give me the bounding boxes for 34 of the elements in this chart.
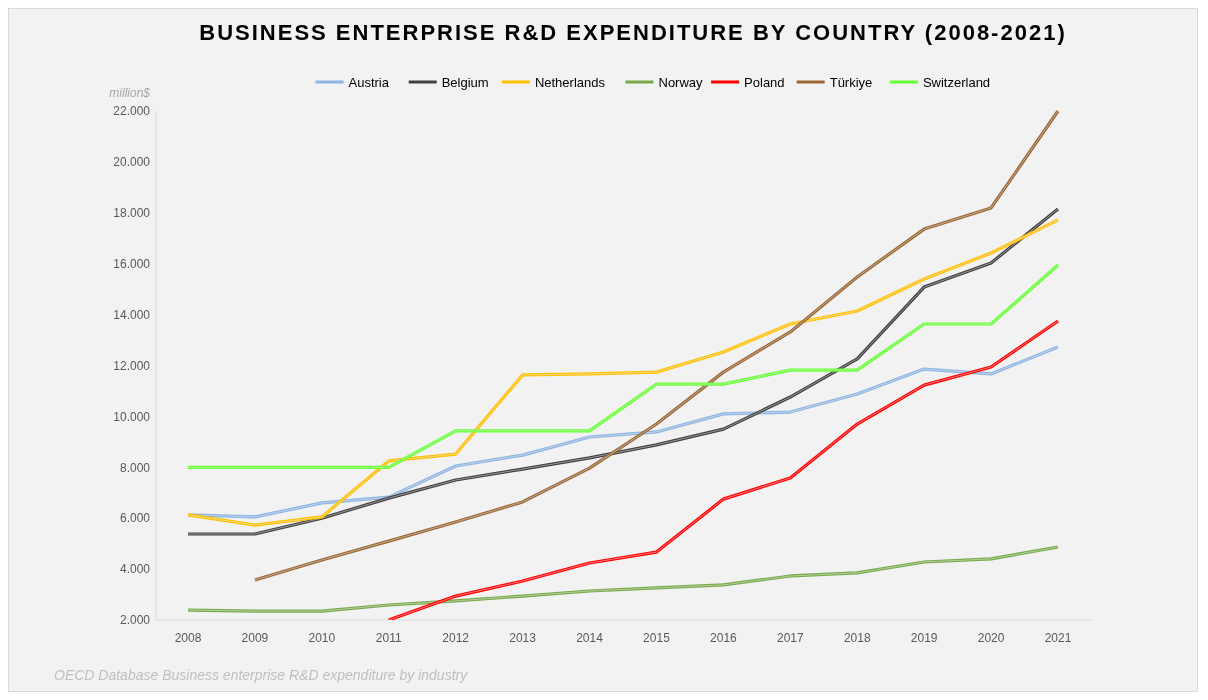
x-tick-label: 2017 bbox=[776, 631, 804, 645]
x-tick-label: 2016 bbox=[710, 631, 738, 645]
y-tick-label: 8.000 bbox=[119, 460, 151, 475]
legend-label: Poland bbox=[744, 74, 785, 90]
x-tick-label: 2019 bbox=[910, 631, 938, 645]
legend-label: Austria bbox=[348, 74, 390, 90]
legend-label: Norway bbox=[658, 74, 704, 90]
y-tick-label: 16.000 bbox=[113, 256, 151, 271]
x-tick-label: 2021 bbox=[1044, 631, 1072, 645]
x-tick-label: 2012 bbox=[442, 631, 470, 645]
y-axis-title: million$ bbox=[109, 86, 151, 100]
y-tick-label: 12.000 bbox=[113, 358, 151, 373]
x-tick-label: 2013 bbox=[509, 631, 537, 645]
x-tick-label: 2009 bbox=[241, 631, 269, 645]
y-tick-label: 18.000 bbox=[113, 206, 151, 220]
y-tick-label: 10.000 bbox=[113, 409, 151, 424]
y-tick-label: 4.000 bbox=[119, 562, 151, 577]
legend-label: Netherlands bbox=[534, 74, 606, 90]
y-tick-label: 2.000 bbox=[119, 613, 151, 628]
legend-label: Türkiye bbox=[829, 74, 873, 90]
x-tick-label: 2020 bbox=[977, 631, 1005, 645]
y-tick-label: 6.000 bbox=[119, 511, 151, 526]
y-tick-label: 14.000 bbox=[113, 307, 151, 322]
chart-title: BUSINESS ENTERPRISE R&D EXPENDITURE BY COUNTRY (2008-2021) bbox=[199, 20, 1067, 45]
legend-label: Belgium bbox=[441, 74, 489, 90]
legend-label: Switzerland bbox=[922, 74, 991, 90]
x-tick-label: 2014 bbox=[576, 631, 604, 645]
x-tick-label: 2008 bbox=[174, 631, 202, 645]
x-tick-label: 2010 bbox=[308, 631, 336, 645]
x-tick-label: 2015 bbox=[643, 631, 671, 645]
x-tick-label: 2011 bbox=[375, 631, 402, 645]
y-tick-label: 20.000 bbox=[113, 155, 151, 170]
x-tick-label: 2018 bbox=[843, 631, 871, 645]
y-tick-label: 22.000 bbox=[113, 104, 151, 119]
